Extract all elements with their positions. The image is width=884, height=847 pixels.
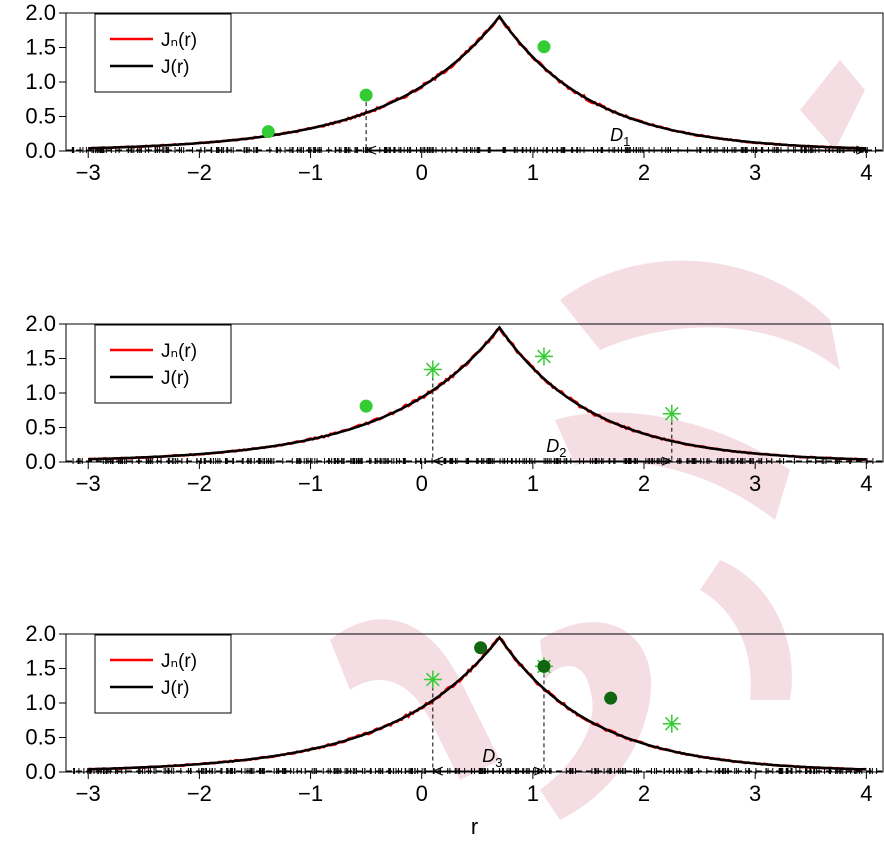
legend-label: Jₙ(r) bbox=[161, 341, 197, 362]
x-tick-label: 4 bbox=[860, 160, 872, 185]
x-tick-label: 3 bbox=[749, 160, 761, 185]
x-tick-label: 1 bbox=[527, 781, 539, 806]
x-tick-label: 2 bbox=[638, 471, 650, 496]
star-stroke bbox=[537, 349, 551, 364]
point-star bbox=[423, 670, 442, 689]
x-tick-label: −3 bbox=[76, 160, 101, 185]
y-tick-label: 2.0 bbox=[25, 311, 56, 336]
x-tick-label: 1 bbox=[527, 471, 539, 496]
y-tick-label: 1.0 bbox=[25, 69, 56, 94]
legend-label: Jₙ(r) bbox=[161, 30, 197, 51]
point-dot bbox=[604, 691, 618, 705]
interval-label: D2 bbox=[546, 436, 566, 460]
legend: Jₙ(r) J(r) bbox=[94, 13, 232, 93]
panel-1: 0.0 0.5 1.0 1.5 2.0 −3 −2 −1 0 1 2 3 4 D1 Jₙ(r) J(r) bbox=[25, 0, 884, 185]
watermark-shape-4 bbox=[540, 622, 652, 820]
point-star bbox=[534, 347, 553, 366]
y-tick-label: 2.0 bbox=[25, 621, 56, 646]
watermark-shape-1 bbox=[555, 412, 790, 520]
arrow-head-left bbox=[431, 766, 444, 776]
point-dot bbox=[359, 399, 373, 413]
legend-box bbox=[94, 634, 232, 714]
x-tick-label: 2 bbox=[638, 781, 650, 806]
x-tick-label: −1 bbox=[298, 781, 323, 806]
y-tick-label: 0.5 bbox=[25, 104, 56, 129]
watermark-shape-5 bbox=[800, 60, 865, 150]
x-tick-label: −2 bbox=[187, 471, 212, 496]
watermark bbox=[330, 60, 865, 820]
x-tick-label: 3 bbox=[749, 471, 761, 496]
legend-label: J(r) bbox=[161, 368, 189, 389]
arrow-head-left bbox=[364, 145, 377, 155]
watermark-shape-0 bbox=[560, 260, 840, 370]
x-tick-label: 0 bbox=[416, 160, 428, 185]
y-tick-label: 0.5 bbox=[25, 725, 56, 750]
legend-box bbox=[94, 13, 232, 93]
x-tick-label: −1 bbox=[298, 160, 323, 185]
x-tick-label: 2 bbox=[638, 160, 650, 185]
point-dot bbox=[261, 125, 275, 139]
arrow-head-right bbox=[856, 145, 868, 155]
y-tick-label: 1.0 bbox=[25, 690, 56, 715]
panel-3: 0.0 0.5 1.0 1.5 2.0 −3 −2 −1 0 1 2 3 4 D3 Jₙ(r) J(r) r bbox=[25, 621, 884, 839]
x-tick-label: 1 bbox=[527, 160, 539, 185]
legend-label: Jₙ(r) bbox=[161, 651, 197, 672]
legend-label: J(r) bbox=[161, 678, 189, 699]
x-tick-label: 0 bbox=[416, 781, 428, 806]
legend: Jₙ(r) J(r) bbox=[94, 324, 232, 404]
x-tick-label: −3 bbox=[76, 781, 101, 806]
point-dot bbox=[474, 641, 488, 655]
x-tick-label: 0 bbox=[416, 471, 428, 496]
legend-label: J(r) bbox=[161, 57, 189, 78]
watermark-shape-2 bbox=[700, 560, 792, 700]
star-stroke bbox=[425, 672, 440, 687]
y-tick-label: 1.5 bbox=[25, 346, 56, 371]
x-tick-label: −2 bbox=[187, 781, 212, 806]
x-axis-label: r bbox=[471, 814, 478, 839]
point-star bbox=[662, 404, 681, 423]
star-stroke bbox=[664, 716, 679, 731]
y-tick-label: 1.5 bbox=[25, 656, 56, 681]
interval-label: D3 bbox=[482, 746, 502, 770]
x-tick-label: 4 bbox=[860, 781, 872, 806]
point-dot bbox=[537, 659, 551, 673]
y-tick-label: 1.0 bbox=[25, 380, 56, 405]
x-tick-label: 3 bbox=[749, 781, 761, 806]
y-tick-label: 0.0 bbox=[25, 449, 56, 474]
y-tick-label: 1.5 bbox=[25, 35, 56, 60]
star-stroke bbox=[425, 362, 440, 377]
panels: 0.00.51.01.52.0−3 −2 −1 0 1 2 3 4D1Jₙ(r)J(r)0.0… bbox=[25, 0, 884, 839]
y-tick-label: 0.0 bbox=[25, 138, 56, 163]
point-dot bbox=[359, 88, 373, 102]
y-tick-label: 0.5 bbox=[25, 415, 56, 440]
x-tick-label: −1 bbox=[298, 471, 323, 496]
panel-2: 0.0 0.5 1.0 1.5 2.0 −3 −2 −1 0 1 2 3 4 D2 Jₙ(r) J(r) bbox=[25, 311, 884, 496]
interval-label: D1 bbox=[610, 125, 630, 149]
y-tick-label: 2.0 bbox=[25, 0, 56, 25]
y-tick-label: 0.0 bbox=[25, 759, 56, 784]
x-tick-label: −3 bbox=[76, 471, 101, 496]
watermark-shape-3 bbox=[330, 619, 500, 780]
legend-box bbox=[94, 324, 232, 404]
arrow-head-right bbox=[661, 456, 674, 466]
legend: Jₙ(r) J(r) bbox=[94, 634, 232, 714]
arrow-head-right bbox=[533, 766, 546, 776]
arrow-head-left bbox=[431, 456, 444, 466]
series-line-true bbox=[88, 14, 867, 150]
series-line-true bbox=[88, 635, 867, 771]
series-line-true bbox=[88, 325, 867, 461]
x-tick-label: −2 bbox=[187, 160, 212, 185]
point-star bbox=[423, 360, 442, 379]
point-star bbox=[662, 714, 681, 733]
point-dot bbox=[537, 40, 551, 54]
star-stroke bbox=[664, 406, 679, 421]
x-tick-label: 4 bbox=[860, 471, 872, 496]
